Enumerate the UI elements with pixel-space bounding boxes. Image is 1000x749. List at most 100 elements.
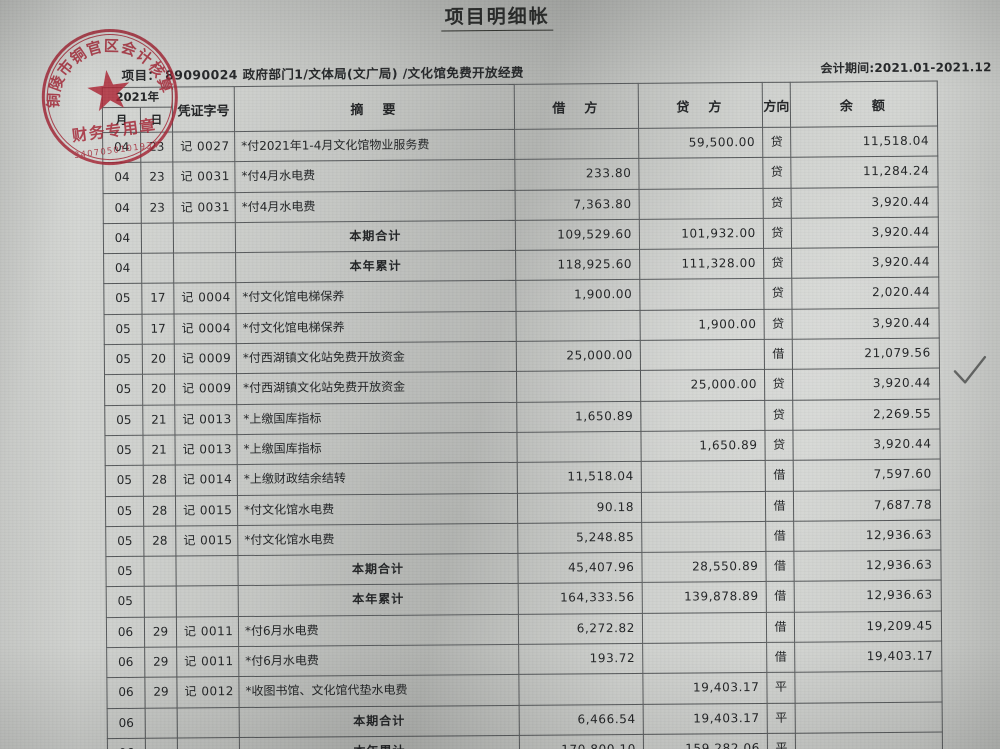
cell-month: 05 [104, 435, 144, 466]
cell-debit: 118,925.60 [515, 249, 640, 281]
cell-summary: *付6月水电费 [238, 644, 519, 677]
cell-direction: 贷 [764, 369, 793, 401]
cell-debit [516, 431, 642, 463]
cell-balance [795, 701, 943, 734]
cell-balance: 11,284.24 [790, 156, 939, 188]
cell-balance: 3,920.44 [791, 247, 939, 279]
cell-summary: *付文化馆水电费 [237, 523, 518, 556]
cell-day [144, 586, 177, 618]
header-month: 月 [102, 107, 142, 133]
cell-direction: 平 [766, 672, 796, 704]
cell-day: 29 [144, 616, 177, 648]
cell-voucher: 记 0015 [175, 525, 238, 557]
cell-voucher: 记 0009 [174, 373, 237, 405]
cell-direction: 贷 [763, 187, 792, 219]
cell-credit: 1,900.00 [640, 309, 765, 341]
cell-debit [516, 310, 641, 342]
cell-credit [639, 188, 764, 220]
cell-summary: *上缴国库指标 [236, 402, 517, 435]
cell-day: 28 [143, 465, 176, 496]
cell-day: 28 [143, 525, 176, 557]
header-summary: 摘 要 [234, 84, 515, 132]
cell-summary: 本期合计 [239, 705, 520, 738]
cell-month: 05 [104, 314, 143, 345]
cell-summary: *收图书馆、文化馆代垫水电费 [238, 674, 520, 708]
cell-credit: 139,878.89 [642, 581, 767, 614]
cell-credit [641, 490, 766, 523]
cell-debit [514, 128, 639, 160]
cell-month: 04 [103, 192, 142, 224]
cell-direction: 平 [767, 702, 796, 734]
cell-credit: 101,932.00 [639, 218, 764, 250]
cell-direction: 贷 [762, 127, 791, 158]
header-row: 2021年 月 日 凭证字号 摘 要 借 方 贷 方 方向 [102, 81, 938, 133]
cell-credit [638, 157, 764, 189]
cell-month: 06 [106, 617, 145, 648]
cell-credit [640, 339, 765, 371]
cell-voucher: 记 0004 [173, 283, 237, 314]
cell-voucher [175, 555, 239, 587]
cell-voucher: 记 0011 [176, 646, 239, 678]
cell-debit: 170,800.10 [519, 734, 644, 749]
accounting-period: 会计期间:2021.01-2021.12 [820, 60, 992, 76]
cell-credit [641, 521, 766, 553]
cell-credit [642, 642, 767, 674]
cell-month: 04 [102, 162, 142, 194]
cell-debit: 11,518.04 [517, 461, 642, 493]
cell-summary: *付西湖镇文化站免费开放资金 [236, 341, 517, 374]
cell-day: 23 [140, 132, 173, 163]
cell-month: 05 [104, 344, 143, 375]
cell-voucher [173, 222, 236, 254]
cell-summary: 本年累计 [235, 250, 516, 284]
cell-direction: 贷 [763, 248, 792, 279]
cell-balance [794, 671, 943, 703]
cell-debit: 7,363.80 [515, 188, 640, 221]
cell-month: 05 [104, 374, 143, 406]
cell-direction: 借 [766, 611, 795, 643]
cell-direction: 贷 [762, 157, 792, 189]
cell-day [141, 222, 174, 254]
cell-balance: 3,920.44 [792, 429, 941, 461]
cell-balance: 19,403.17 [794, 641, 942, 673]
cell-summary: 本年累计 [238, 583, 519, 617]
cell-direction: 贷 [763, 308, 793, 340]
cell-voucher: 记 0013 [174, 404, 237, 436]
header-debit: 借 方 [514, 83, 639, 130]
cell-month: 04 [103, 223, 142, 254]
cell-summary: *付6月水电费 [238, 614, 519, 647]
cell-direction: 借 [765, 490, 794, 522]
cell-voucher: 记 0009 [174, 343, 237, 375]
cell-voucher: 记 0015 [175, 495, 238, 526]
cell-balance: 12,936.63 [794, 580, 942, 612]
cell-balance: 2,269.55 [792, 398, 940, 431]
cell-month: 04 [102, 132, 141, 163]
cell-direction: 借 [766, 581, 795, 613]
cell-debit: 45,407.96 [517, 552, 643, 584]
cell-summary: *付文化馆电梯保养 [235, 280, 517, 314]
header-balance: 余 额 [790, 81, 938, 128]
cell-credit: 59,500.00 [638, 127, 763, 159]
cell-voucher [176, 586, 239, 617]
cell-day [141, 253, 174, 284]
cell-credit: 28,550.89 [641, 551, 767, 583]
cell-credit: 159,282.06 [643, 733, 768, 749]
cell-debit: 6,272.82 [518, 613, 643, 645]
cell-balance: 2,020.44 [791, 277, 939, 309]
cell-credit: 111,328.00 [639, 248, 764, 280]
cell-debit: 25,000.00 [516, 340, 641, 372]
cell-day: 29 [144, 647, 177, 678]
cell-month: 05 [105, 495, 144, 527]
cell-day: 17 [141, 283, 175, 315]
cell-voucher: 记 0031 [173, 192, 236, 223]
cell-voucher: 记 0011 [176, 616, 239, 648]
cell-debit [516, 370, 641, 403]
cell-balance: 19,209.45 [794, 610, 942, 643]
cell-voucher: 记 0027 [172, 131, 235, 163]
cell-day [143, 556, 177, 587]
cell-direction: 贷 [764, 430, 794, 461]
cell-direction: 贷 [763, 218, 792, 249]
cell-month: 06 [107, 707, 146, 739]
cell-balance: 12,936.63 [793, 550, 942, 582]
header-day: 日 [150, 112, 163, 127]
